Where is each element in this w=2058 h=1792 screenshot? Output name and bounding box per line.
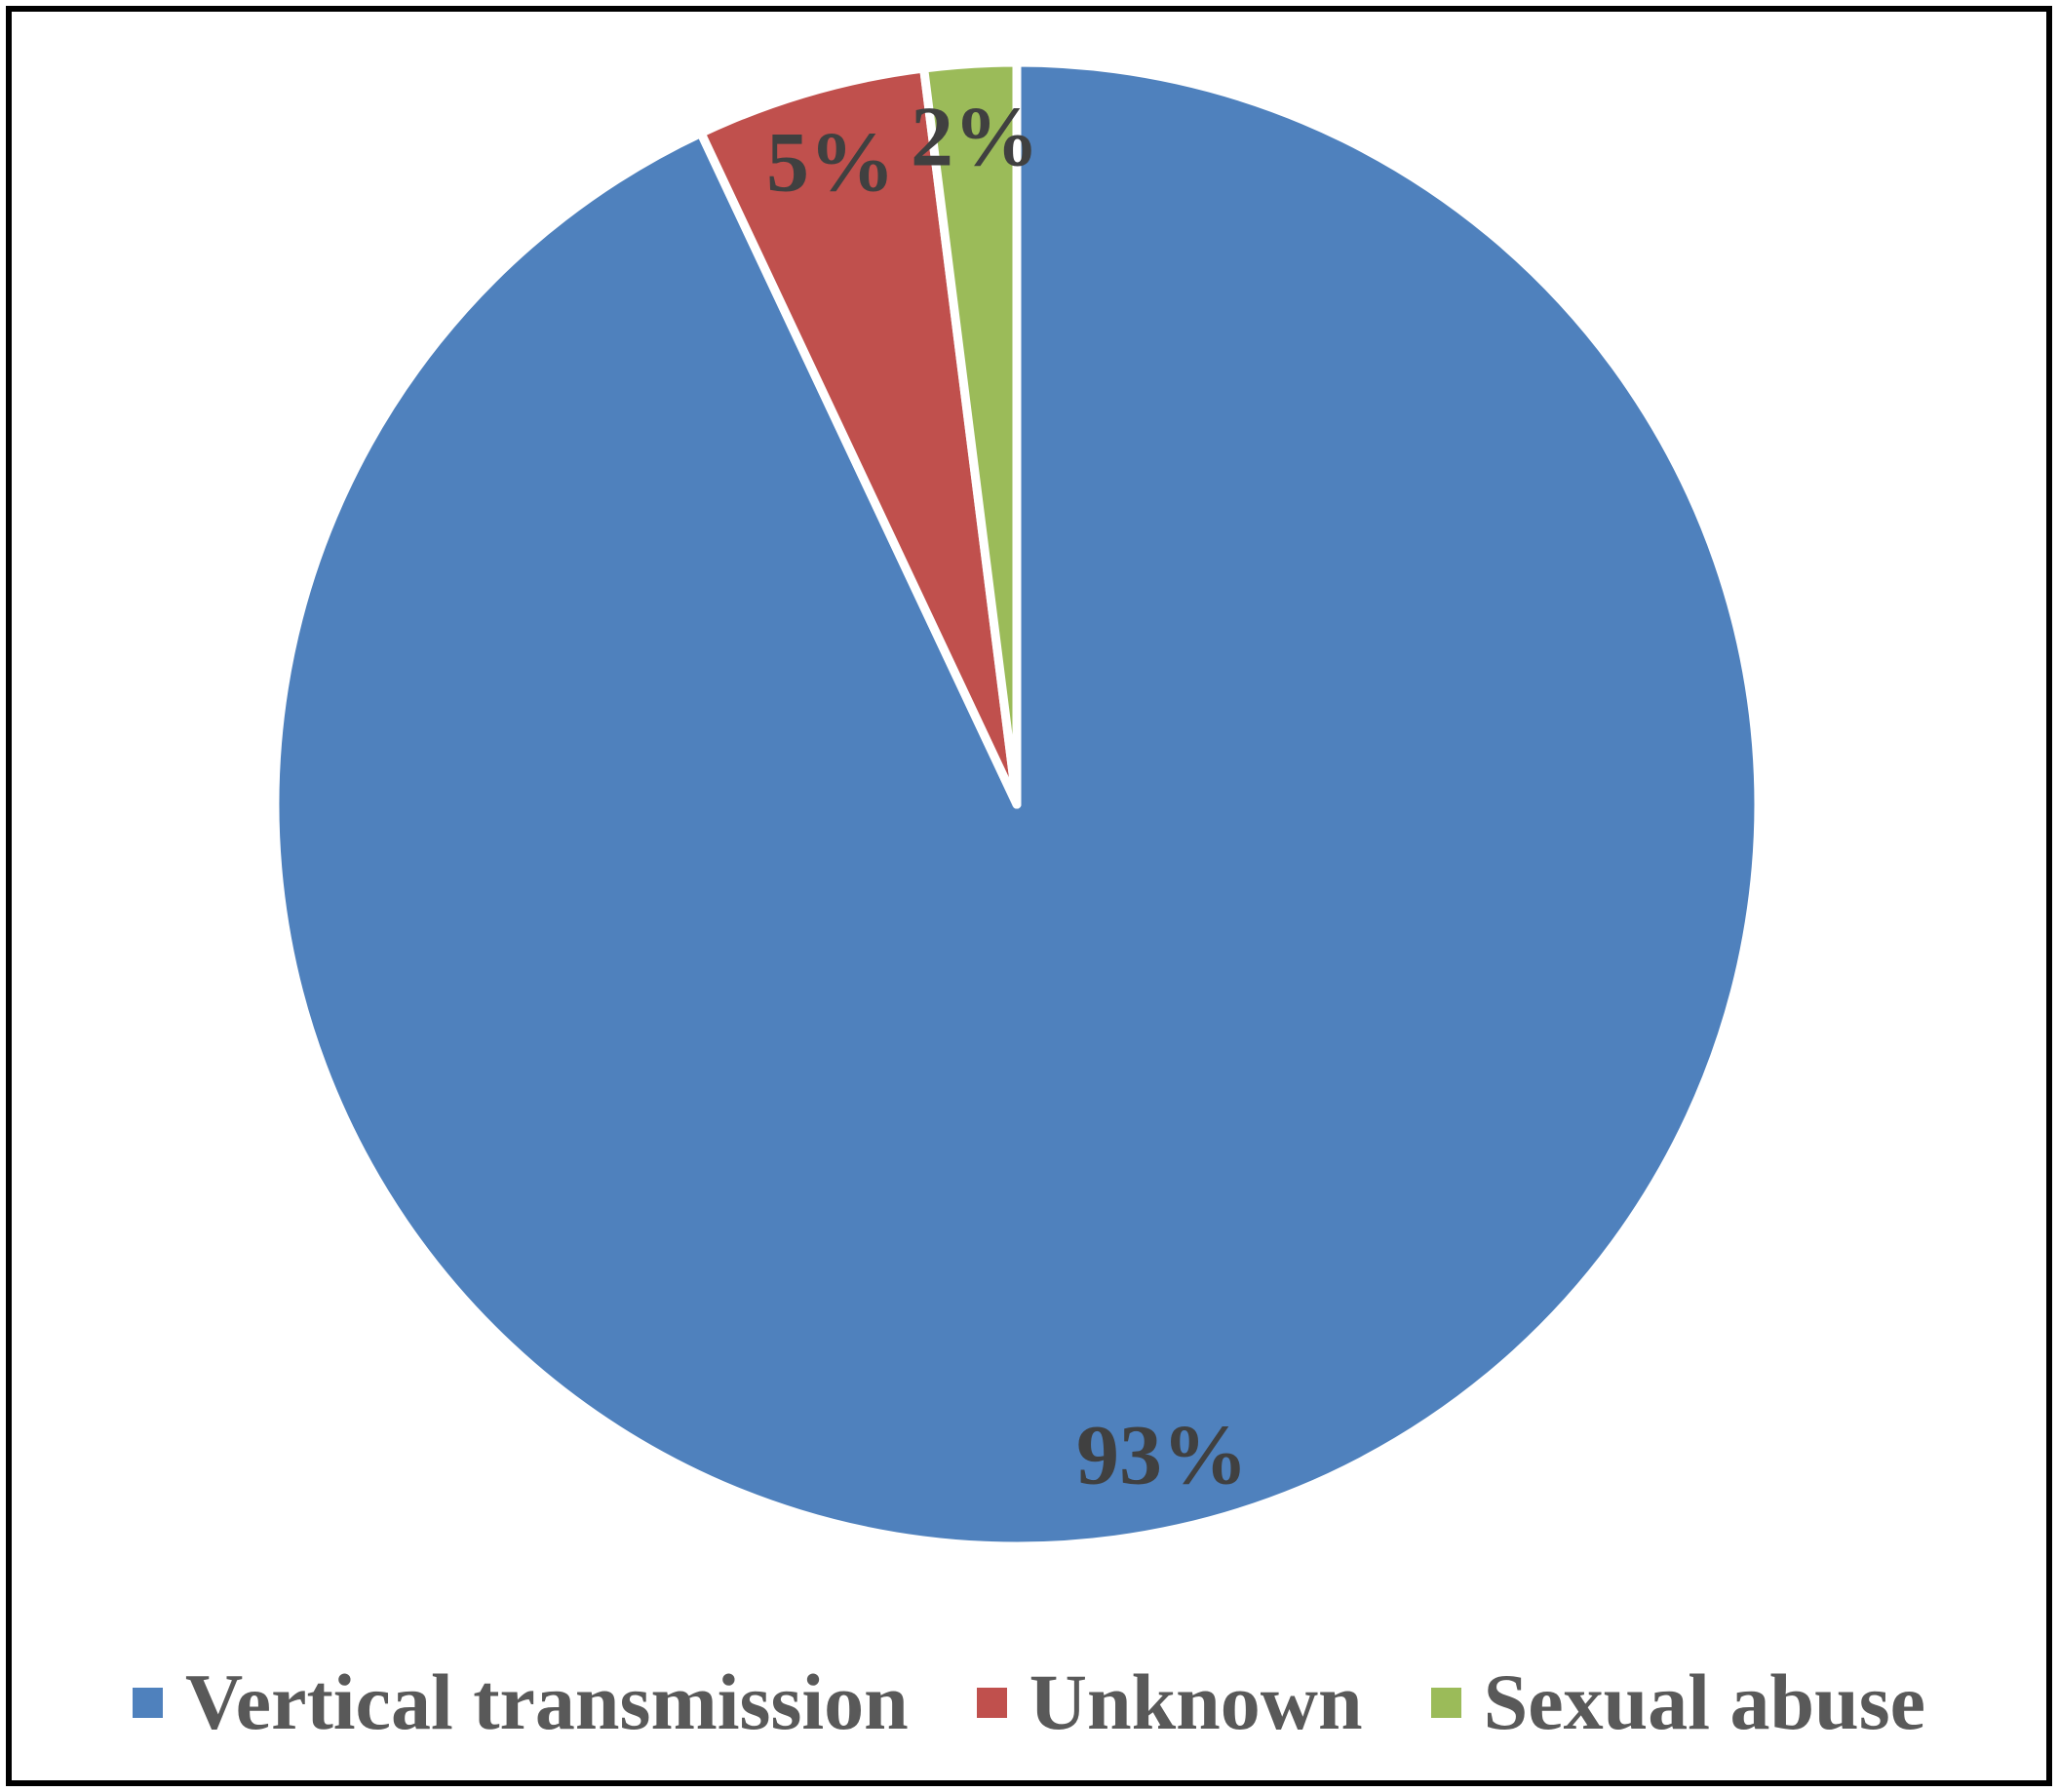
slice-value-label-unknown: 5% bbox=[766, 116, 895, 211]
pie-slice-unknown bbox=[696, 63, 1022, 809]
legend-label-sexual-abuse: Sexual abuse bbox=[1483, 1657, 1926, 1746]
legend-swatch-blue-icon bbox=[132, 1687, 163, 1718]
legend-item-unknown: Unknown bbox=[976, 1657, 1363, 1746]
legend-item-vertical-transmission: Vertical transmission bbox=[132, 1657, 909, 1746]
slice-value-label-sexual-abuse: 2% bbox=[911, 91, 1039, 185]
legend-swatch-red-icon bbox=[976, 1687, 1007, 1718]
pie-slice-sexual-abuse bbox=[919, 58, 1022, 809]
legend: Vertical transmission Unknown Sexual abu… bbox=[0, 1646, 2058, 1759]
slice-value-label-vertical-transmission: 93% bbox=[1076, 1409, 1248, 1503]
legend-swatch-green-icon bbox=[1430, 1687, 1461, 1718]
legend-label-unknown: Unknown bbox=[1029, 1657, 1363, 1746]
legend-item-sexual-abuse: Sexual abuse bbox=[1430, 1657, 1926, 1746]
legend-label-vertical-transmission: Vertical transmission bbox=[184, 1657, 909, 1746]
